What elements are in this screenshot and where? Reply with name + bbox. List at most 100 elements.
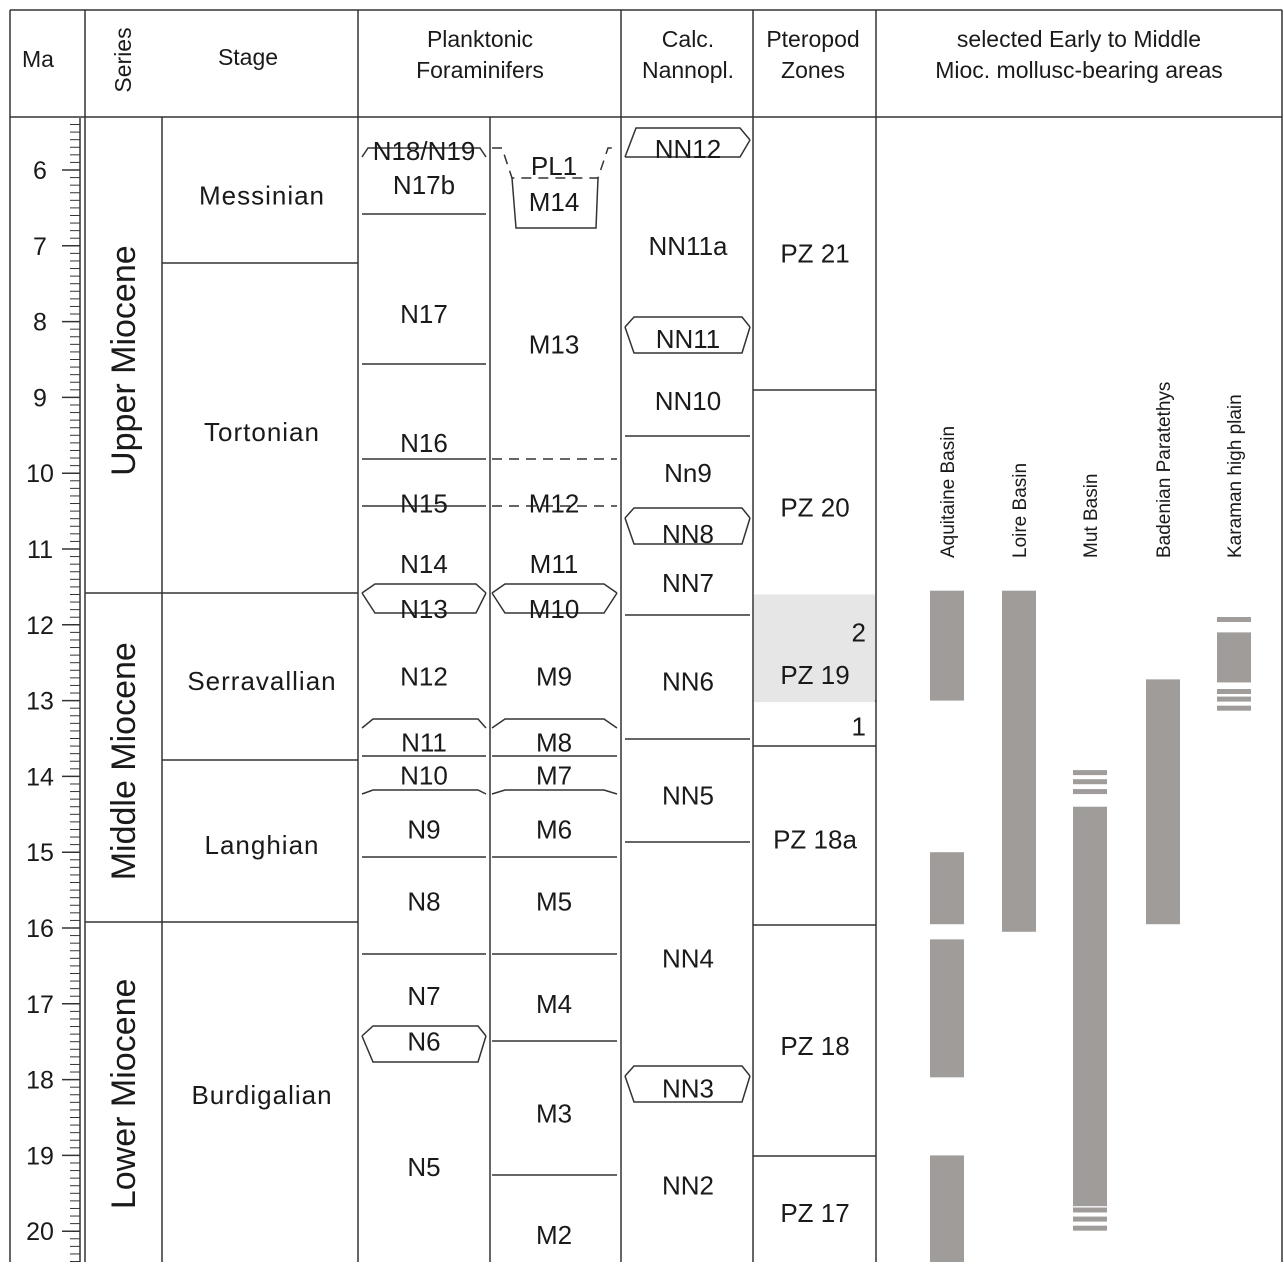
header-foram-line1: Planktonic bbox=[427, 26, 533, 52]
nn-zone-label: NN2 bbox=[662, 1171, 714, 1201]
nannoplankton-column: NN12 NN11a NN11 NN10 Nn9 NN8 NN7 NN6 NN5 NN4 NN3 NN… bbox=[648, 134, 728, 1201]
n-zone-label: N17 bbox=[400, 299, 448, 329]
pz19-highlight bbox=[754, 594, 875, 703]
range-tick bbox=[1217, 616, 1251, 622]
tick-label: 10 bbox=[26, 460, 54, 488]
tick-label: 11 bbox=[27, 536, 53, 564]
range-bar bbox=[1073, 806, 1107, 1207]
m-zone-label: M10 bbox=[529, 594, 580, 624]
pteropod-zone-label: 1 bbox=[852, 711, 866, 741]
tick-label: 8 bbox=[33, 309, 47, 337]
m-zone-label: M9 bbox=[536, 661, 572, 691]
pteropod-zone-label: PZ 20 bbox=[780, 492, 849, 522]
tick-label: 19 bbox=[26, 1142, 54, 1170]
area-label: Badenian Paratethys bbox=[1154, 382, 1175, 558]
tick-label: 17 bbox=[26, 991, 54, 1019]
m-zone-label: M4 bbox=[536, 989, 572, 1019]
header-nanno-line2: Nannopl. bbox=[642, 57, 734, 83]
pteropod-zone-label: PZ 17 bbox=[780, 1198, 849, 1228]
tick-label: 6 bbox=[33, 157, 47, 185]
series-label: Middle Miocene bbox=[105, 642, 143, 880]
m-zone-label: M11 bbox=[530, 549, 579, 579]
n-zone-label: N11 bbox=[401, 727, 447, 757]
stage-label: Langhian bbox=[205, 830, 320, 860]
mollusc-areas-column: Aquitaine Basin Loire Basin Mut Basin Baden… bbox=[930, 382, 1251, 1262]
range-bar bbox=[930, 590, 964, 701]
stage-label: Tortonian bbox=[204, 417, 320, 447]
range-tick bbox=[1217, 689, 1251, 695]
n-zone-label: N7 bbox=[407, 981, 440, 1011]
range-tick bbox=[1073, 789, 1107, 795]
series-label: Upper Miocene bbox=[105, 245, 143, 476]
area-label: Mut Basin bbox=[1081, 474, 1102, 558]
header-stage: Stage bbox=[218, 44, 278, 70]
range-tick bbox=[1073, 779, 1107, 785]
age-axis: 6 7 8 9 10 11 12 13 14 15 16 17 18 19 20 bbox=[26, 118, 81, 1263]
nn-zone-label: NN11 bbox=[656, 324, 721, 354]
pteropod-column: PZ 21 PZ 20 2PZ 191 PZ 18a PZ 18 PZ 17 bbox=[773, 238, 866, 1228]
m-zone-label: PL1 bbox=[531, 151, 577, 181]
pteropod-zone-label: PZ 21 bbox=[780, 238, 849, 268]
n-zone-label: N15 bbox=[400, 489, 448, 519]
range-tick bbox=[1217, 705, 1251, 711]
range-bar bbox=[930, 852, 964, 925]
n-zone-label: N14 bbox=[400, 549, 448, 579]
range-tick bbox=[1073, 1216, 1107, 1222]
nn-zone-label: NN6 bbox=[662, 667, 714, 697]
pteropod-zone-label: PZ 19 bbox=[780, 660, 849, 690]
n-zone-label: N16 bbox=[400, 428, 448, 458]
n-zone-label: N18/N19 bbox=[373, 136, 476, 166]
n-zone-column: N18/N19 N17b N17 N16 N15 N14 N13 N12 N11 N10 N9 N8 N… bbox=[373, 136, 476, 1182]
stage-label: Messinian bbox=[199, 181, 325, 211]
nn-zone-label: NN12 bbox=[655, 134, 721, 164]
range-bar bbox=[1146, 679, 1180, 925]
range-tick bbox=[1217, 696, 1251, 702]
nn-zone-label: NN5 bbox=[662, 780, 714, 810]
header-nanno-line1: Calc. bbox=[662, 26, 714, 52]
range-tick bbox=[1073, 770, 1107, 776]
m-zone-label: M5 bbox=[536, 886, 572, 916]
tick-label: 7 bbox=[33, 233, 47, 261]
tick-label: 18 bbox=[26, 1067, 54, 1095]
n-zone-label: N9 bbox=[407, 814, 440, 844]
range-bar bbox=[1002, 590, 1036, 932]
header-areas-line2: Mioc. mollusc-bearing areas bbox=[935, 57, 1223, 83]
header-ma: Ma bbox=[22, 46, 54, 72]
pteropod-zone-label: 2 bbox=[852, 617, 866, 647]
tick-label: 9 bbox=[33, 384, 47, 412]
pteropod-zone-label: PZ 18 bbox=[780, 1031, 849, 1061]
n-zone-label: N17b bbox=[393, 170, 455, 200]
column-headers: Ma Series Stage Planktonic Foraminifers … bbox=[22, 26, 1223, 93]
n-zone-label: N10 bbox=[400, 761, 448, 791]
m-zone-label: M12 bbox=[529, 489, 580, 519]
m-zone-label: M14 bbox=[529, 187, 580, 217]
tick-label: 15 bbox=[26, 839, 54, 867]
series-column: Upper Miocene Middle Miocene Lower Miocene bbox=[105, 245, 143, 1209]
header-foram-line2: Foraminifers bbox=[416, 57, 544, 83]
tick-label: 12 bbox=[26, 612, 54, 640]
tick-label: 14 bbox=[26, 763, 54, 791]
range-bar bbox=[930, 1155, 964, 1262]
stage-label: Serravallian bbox=[187, 666, 336, 696]
nn-zone-label: Nn9 bbox=[664, 458, 712, 488]
stage-label: Burdigalian bbox=[191, 1080, 332, 1110]
m-zone-label: M2 bbox=[536, 1220, 572, 1250]
header-series: Series bbox=[110, 27, 136, 92]
range-tick bbox=[1073, 1207, 1107, 1213]
nn-zone-label: NN10 bbox=[655, 386, 721, 416]
pteropod-zone-label: PZ 18a bbox=[773, 824, 857, 854]
area-label: Aquitaine Basin bbox=[938, 426, 959, 558]
n-zone-label: N13 bbox=[400, 594, 448, 624]
stage-column: Messinian Tortonian Serravallian Langhian Bu… bbox=[187, 181, 336, 1110]
m-zone-label: M8 bbox=[536, 727, 572, 757]
nn-zone-label: NN7 bbox=[662, 568, 714, 598]
area-label: Loire Basin bbox=[1010, 463, 1031, 558]
range-bar bbox=[930, 939, 964, 1078]
tick-label: 20 bbox=[26, 1218, 54, 1246]
range-bar bbox=[1217, 632, 1251, 683]
m-zone-label: M13 bbox=[529, 329, 580, 359]
m-zone-label: M3 bbox=[536, 1099, 572, 1129]
range-tick bbox=[1073, 1225, 1107, 1231]
series-label: Lower Miocene bbox=[105, 979, 143, 1210]
